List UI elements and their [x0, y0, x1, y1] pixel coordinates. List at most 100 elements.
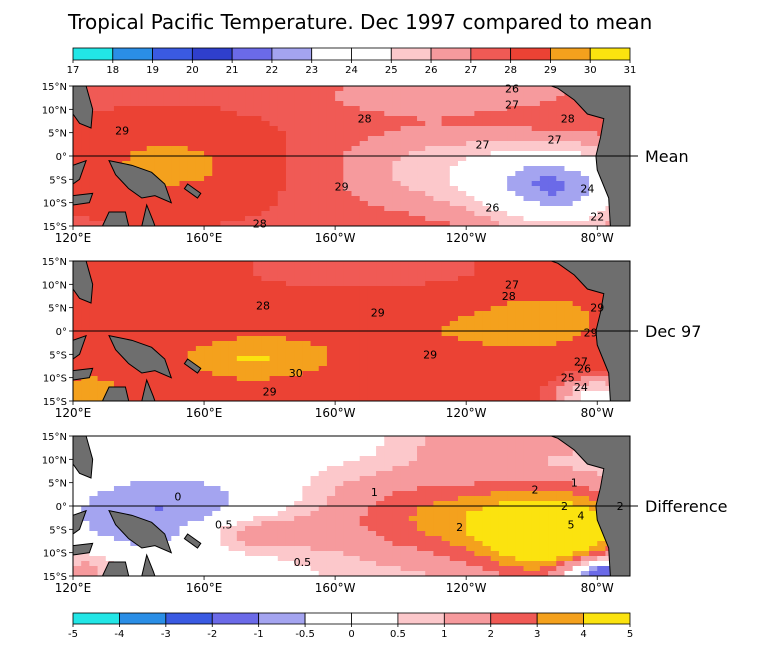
contour-label: 1	[571, 477, 578, 490]
land-timor	[73, 192, 94, 206]
land-philippines	[73, 261, 94, 304]
colorbar-swatch	[152, 47, 193, 61]
y-tick-label: 10°S	[43, 374, 67, 385]
y-tick-label: 5°N	[48, 479, 67, 490]
x-tick-label: 160°W	[315, 406, 356, 420]
y-tick-label: 15°N	[42, 432, 67, 443]
colorbar-swatch	[211, 612, 260, 625]
colorbar-swatch	[119, 612, 167, 625]
land-solomons	[183, 183, 202, 199]
colorbar-swatch	[583, 612, 631, 625]
y-tick-label: 0°	[56, 152, 67, 163]
colorbar-tick-label: 2	[488, 629, 494, 640]
contour-label: 0.5	[294, 556, 312, 569]
colorbar-swatch	[510, 47, 551, 61]
land-philippines	[73, 86, 94, 129]
land-sulawesi	[73, 509, 87, 535]
y-tick-label: 15°S	[43, 222, 67, 233]
land-sulawesi	[73, 334, 87, 360]
y-tick-label: 0°	[56, 327, 67, 338]
colorbar-swatch	[589, 47, 631, 61]
colorbar-tick-label: -1	[254, 629, 264, 640]
land-philippines	[73, 436, 94, 479]
colorbar-tick-label: 31	[624, 65, 637, 76]
land-sulawesi	[73, 159, 87, 185]
x-tick-label: 120°E	[55, 231, 92, 245]
colorbar-tick-label: 4	[580, 629, 586, 640]
land-timor	[73, 367, 94, 381]
contour-label: 27	[505, 99, 519, 112]
contour-label: 22	[590, 211, 604, 224]
contour-label: 24	[580, 183, 594, 196]
contour-label: 25	[561, 372, 575, 385]
contour-label: 28	[502, 290, 516, 303]
colorbar-tick-label: -2	[207, 629, 217, 640]
figure-title: Tropical Pacific Temperature. Dec 1997 c…	[68, 10, 653, 34]
x-tick-label: 160°E	[186, 581, 223, 595]
land-new-guinea	[108, 159, 173, 204]
colorbar-swatch	[304, 612, 352, 625]
colorbar-tick-label: 25	[385, 65, 398, 76]
land-australia	[101, 561, 130, 576]
contour-label: 27	[476, 138, 490, 151]
land-new-guinea	[108, 334, 173, 379]
contour-label: 29	[590, 302, 604, 315]
colorbar-swatch	[112, 47, 153, 61]
contour-label: 29	[584, 326, 598, 339]
contour-label: 0.5	[215, 519, 233, 532]
colorbar-swatch	[536, 612, 584, 625]
y-tick-label: 15°S	[43, 572, 67, 583]
x-tick-label: 160°E	[186, 406, 223, 420]
y-tick-label: 10°S	[43, 199, 67, 210]
colorbar-tick-label: 5	[627, 629, 633, 640]
contour-label: 2	[456, 521, 463, 534]
contour-label: 26	[505, 82, 519, 95]
contour-label: 28	[253, 218, 267, 231]
colorbar-swatch	[72, 47, 114, 61]
colorbar-swatch	[390, 47, 432, 61]
y-tick-label: 15°N	[42, 82, 67, 93]
contour-label: 0	[174, 491, 181, 504]
colorbar-swatch	[271, 47, 313, 61]
colorbar-tick-label: 3	[534, 629, 540, 640]
colorbar-swatch	[351, 612, 399, 625]
colorbar-swatch	[490, 612, 538, 625]
contour-label: 28	[561, 113, 575, 126]
colorbar-swatch	[470, 47, 512, 61]
contour-label: 29	[115, 124, 129, 137]
colorbar-swatch	[72, 612, 120, 625]
contour-label: 2	[531, 484, 538, 497]
contour-label: 27	[548, 134, 562, 147]
y-tick-label: 15°S	[43, 397, 67, 408]
x-tick-label: 160°W	[315, 231, 356, 245]
contour-label: 26	[577, 362, 591, 375]
colorbar-tick-label: 18	[106, 65, 119, 76]
colorbar-tick-label: 26	[425, 65, 438, 76]
x-tick-label: 120°W	[446, 581, 487, 595]
colorbar-swatch	[191, 47, 233, 61]
contour-label: 26	[485, 201, 499, 214]
x-tick-label: 80°W	[581, 406, 614, 420]
land-australia	[101, 386, 130, 401]
x-tick-label: 120°W	[446, 406, 487, 420]
land-americas	[551, 436, 630, 576]
y-tick-label: 5°S	[49, 350, 67, 361]
x-tick-label: 80°W	[581, 231, 614, 245]
y-tick-label: 0°	[56, 502, 67, 513]
y-tick-label: 15°N	[42, 257, 67, 268]
colorbar-swatch	[550, 47, 591, 61]
y-tick-label: 10°N	[42, 455, 67, 466]
colorbar-swatch	[351, 47, 392, 61]
colorbar-tick-label: 28	[504, 65, 517, 76]
contour-label: 29	[423, 348, 437, 361]
colorbar-tick-label: -0.5	[295, 629, 315, 640]
contour-label: 29	[263, 386, 277, 399]
colorbar-swatch	[165, 612, 213, 625]
land-cape-york	[141, 203, 156, 226]
panel-label: Difference	[645, 497, 727, 516]
land-new-guinea	[108, 509, 173, 554]
